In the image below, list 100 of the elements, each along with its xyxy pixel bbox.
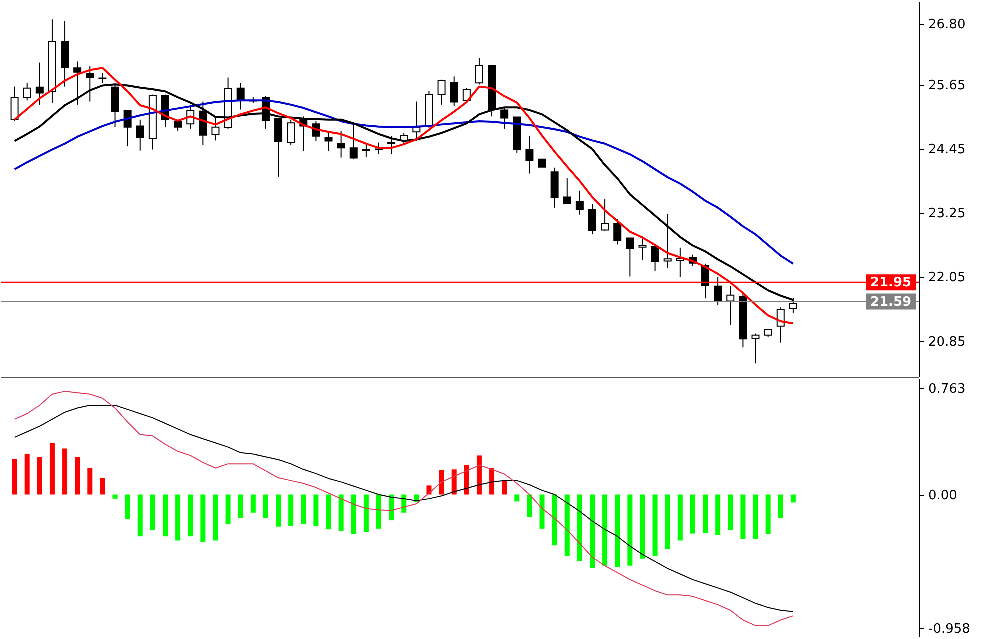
bar: [452, 470, 457, 495]
y-tick-label: -0.958: [928, 622, 970, 637]
candlestick: [526, 136, 534, 174]
bar: [276, 494, 282, 527]
candlestick: [626, 238, 634, 278]
bar: [200, 494, 206, 542]
bar: [250, 494, 256, 513]
y-tick-label: 26.80: [928, 17, 966, 32]
bar: [766, 494, 771, 534]
bar: [138, 494, 143, 537]
candlestick: [350, 124, 358, 160]
bar: [552, 494, 558, 546]
candlestick: [199, 101, 208, 146]
bar: [112, 494, 118, 499]
candlestick: [274, 118, 283, 178]
bar: [652, 494, 658, 556]
candlestick: [136, 119, 144, 152]
bar: [150, 494, 156, 530]
bar: [50, 443, 55, 495]
bar: [125, 494, 130, 520]
bar: [62, 448, 68, 495]
candlestick: [337, 130, 346, 158]
bar: [288, 494, 294, 526]
bar: [238, 494, 244, 518]
bar: [338, 494, 344, 532]
bar: [628, 494, 633, 566]
candlestick: [450, 76, 458, 108]
bar: [690, 494, 696, 534]
bar: [213, 494, 218, 541]
bar: [389, 494, 394, 521]
bar: [640, 494, 646, 559]
candlestick: [10, 86, 19, 122]
candlestick: [212, 116, 220, 142]
candlestick: [438, 79, 446, 106]
ref-line-label: 21.95: [870, 276, 912, 291]
candlestick: [651, 246, 660, 272]
bar: [100, 478, 106, 495]
bar: [728, 494, 734, 530]
candlestick: [362, 143, 370, 158]
bar: [314, 494, 319, 526]
y-tick-label: 23.25: [928, 206, 966, 222]
candlestick: [287, 119, 296, 146]
bar: [678, 494, 683, 541]
bar: [615, 494, 620, 568]
bar: [790, 494, 796, 503]
bar: [502, 480, 508, 495]
bar: [514, 494, 520, 502]
bar: [778, 494, 784, 518]
bar: [12, 459, 18, 495]
bar: [665, 494, 670, 550]
candlestick: [664, 214, 672, 269]
bar: [476, 456, 482, 495]
candlestick: [475, 58, 484, 86]
bar: [527, 494, 532, 518]
candlestick: [714, 276, 722, 306]
bar: [88, 468, 93, 495]
ref-line-label: 21.59: [870, 294, 912, 310]
candlestick: [638, 236, 647, 261]
candlestick: [588, 204, 596, 236]
bar: [351, 494, 356, 534]
bar: [490, 468, 495, 495]
bar: [590, 494, 595, 568]
bar: [540, 494, 545, 529]
bar: [376, 494, 382, 529]
bar: [740, 494, 746, 540]
candlestick: [324, 132, 333, 152]
y-tick-label: 22.05: [928, 270, 966, 286]
bar: [602, 494, 608, 566]
bar: [37, 457, 42, 495]
bar: [716, 494, 721, 536]
bar: [464, 465, 470, 495]
bar: [439, 470, 444, 495]
candlestick: [563, 178, 572, 204]
bar: [162, 494, 168, 537]
candlestick: [36, 62, 44, 106]
y-tick-label: 0.00: [928, 488, 958, 504]
candlestick: [601, 198, 610, 232]
bar: [301, 494, 306, 524]
bar: [577, 494, 582, 561]
y-tick-label: 0.763: [928, 382, 966, 397]
candlestick: [576, 190, 584, 216]
bar: [364, 494, 369, 532]
candlestick: [752, 333, 760, 364]
bar: [226, 494, 231, 524]
bar: [564, 494, 570, 556]
y-tick-label: 24.45: [928, 142, 966, 158]
bar: [326, 494, 332, 530]
bar: [24, 454, 30, 495]
y-tick-label: 20.85: [928, 334, 966, 350]
y-tick-label: 25.65: [928, 78, 966, 94]
candlestick: [388, 136, 396, 155]
bar: [703, 494, 708, 534]
bar: [263, 494, 268, 518]
bar: [188, 494, 194, 537]
bar: [75, 457, 80, 495]
bar: [176, 494, 181, 541]
candlestick: [614, 218, 622, 246]
bar: [753, 494, 758, 540]
candlestick: [23, 82, 32, 102]
candlestick: [500, 108, 509, 130]
